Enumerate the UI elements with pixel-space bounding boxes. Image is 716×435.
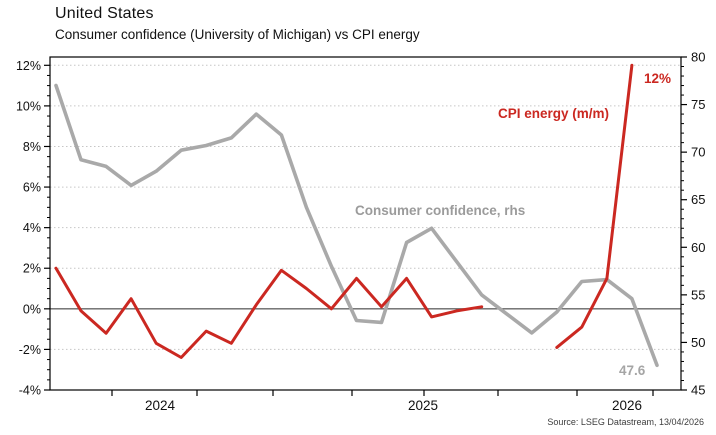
y-right-tick-label: 80 xyxy=(691,50,705,65)
consumer-confidence-end-value-label: 47.6 xyxy=(619,363,646,378)
y-left-tick-label: 10% xyxy=(16,99,41,113)
consumer-confidence-series-label: Consumer confidence, rhs xyxy=(355,203,526,218)
x-axis-year-label: 2024 xyxy=(145,398,176,413)
plot-frame xyxy=(49,56,682,391)
y-right-tick-label: 60 xyxy=(691,240,705,255)
source-attribution: Source: LSEG Datastream, 13/04/2026 xyxy=(547,417,704,427)
chart-title: United States xyxy=(55,5,154,22)
x-axis-year-label: 2026 xyxy=(612,398,642,413)
y-left-tick-label: 6% xyxy=(23,181,41,195)
y-right-tick-label: 65 xyxy=(691,192,705,207)
cpi-energy-line xyxy=(54,63,634,359)
y-left-tick-label: -2% xyxy=(19,343,41,357)
y-left-tick-label: 0% xyxy=(23,302,41,316)
y-left-tick-label: -4% xyxy=(19,384,41,398)
y-right-tick-label: 75 xyxy=(691,97,705,112)
y-right-tick-label: 45 xyxy=(691,383,705,398)
cpi-energy-series-label: CPI energy (m/m) xyxy=(498,106,610,121)
chart-subtitle: Consumer confidence (University of Michi… xyxy=(55,27,420,42)
y-right-tick-label: 55 xyxy=(691,287,705,302)
y-left-tick-label: 8% xyxy=(23,140,41,154)
x-axis-year-label: 2025 xyxy=(408,398,438,413)
y-right-tick-label: 50 xyxy=(691,335,705,350)
y-left-tick-label: 4% xyxy=(23,221,41,235)
cpi-energy-end-value-label: 12% xyxy=(644,71,672,86)
y-right-tick-label: 70 xyxy=(691,145,705,160)
consumer-confidence-line xyxy=(54,83,659,368)
y-left-tick-label: 2% xyxy=(23,262,41,276)
y-left-tick-label: 12% xyxy=(16,59,41,73)
